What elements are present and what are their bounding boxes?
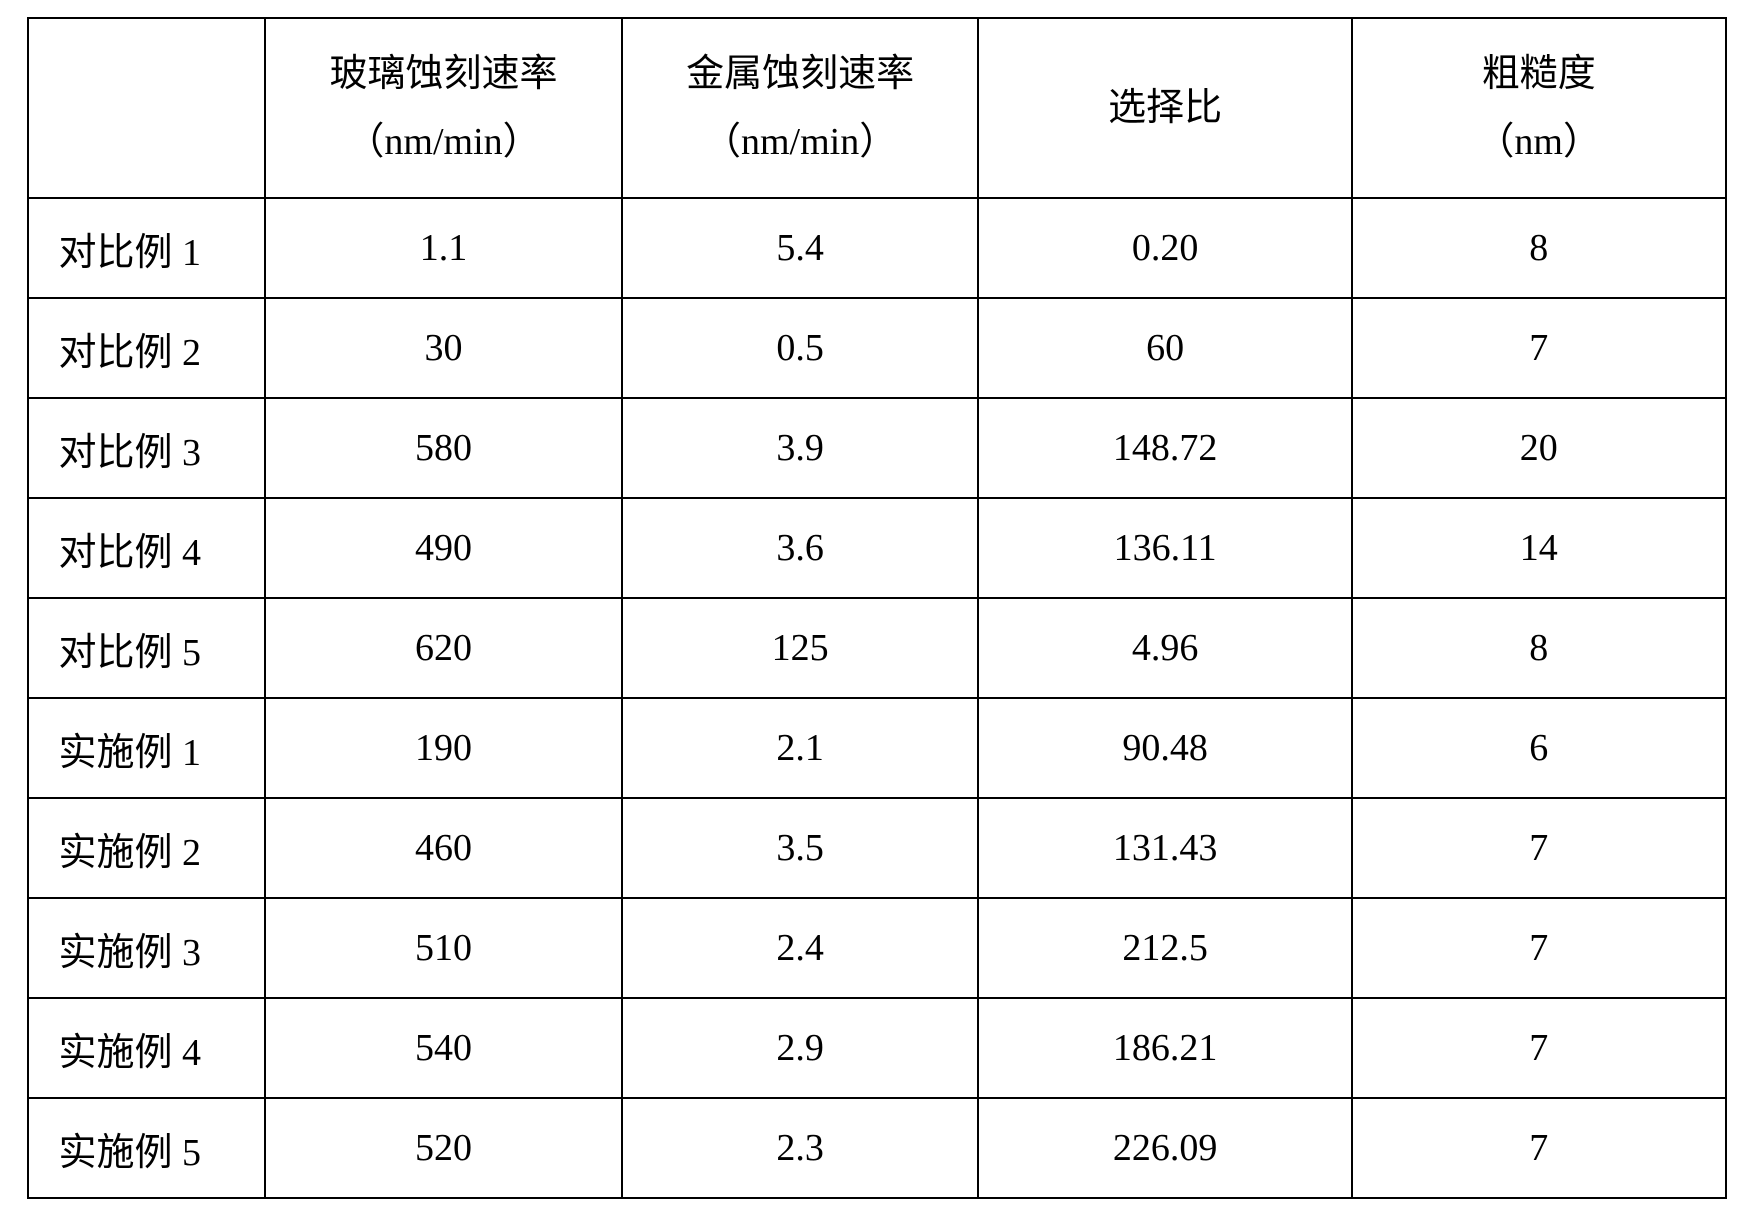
selectivity-cell: 186.21 <box>978 998 1352 1098</box>
roughness-cell: 6 <box>1352 698 1726 798</box>
data-table-container: 玻璃蚀刻速率 （nm/min） 金属蚀刻速率 （nm/min） 选择比 粗糙度 … <box>27 17 1727 1199</box>
glass-rate-cell: 540 <box>265 998 622 1098</box>
metal-rate-cell: 0.5 <box>622 298 979 398</box>
header-glass-rate-line2: （nm/min） <box>276 108 611 176</box>
row-label: 对比例 1 <box>28 198 266 298</box>
selectivity-cell: 212.5 <box>978 898 1352 998</box>
glass-rate-cell: 510 <box>265 898 622 998</box>
selectivity-cell: 148.72 <box>978 398 1352 498</box>
header-roughness-line2: （nm） <box>1363 108 1715 176</box>
row-label: 实施例 2 <box>28 798 266 898</box>
header-metal-rate-line2: （nm/min） <box>633 108 968 176</box>
selectivity-cell: 4.96 <box>978 598 1352 698</box>
roughness-cell: 8 <box>1352 598 1726 698</box>
table-row: 对比例 35803.9148.7220 <box>28 398 1726 498</box>
metal-rate-cell: 2.1 <box>622 698 979 798</box>
glass-rate-cell: 580 <box>265 398 622 498</box>
table-row: 实施例 55202.3226.097 <box>28 1098 1726 1198</box>
glass-rate-cell: 520 <box>265 1098 622 1198</box>
row-label: 实施例 4 <box>28 998 266 1098</box>
metal-rate-cell: 2.9 <box>622 998 979 1098</box>
roughness-cell: 7 <box>1352 798 1726 898</box>
selectivity-cell: 131.43 <box>978 798 1352 898</box>
table-row: 实施例 24603.5131.437 <box>28 798 1726 898</box>
glass-rate-cell: 190 <box>265 698 622 798</box>
header-glass-rate-line1: 玻璃蚀刻速率 <box>276 40 611 108</box>
metal-rate-cell: 3.5 <box>622 798 979 898</box>
table-row: 对比例 11.15.40.208 <box>28 198 1726 298</box>
roughness-cell: 7 <box>1352 298 1726 398</box>
table-row: 对比例 44903.6136.1114 <box>28 498 1726 598</box>
selectivity-cell: 90.48 <box>978 698 1352 798</box>
row-label: 对比例 3 <box>28 398 266 498</box>
header-selectivity-line1: 选择比 <box>989 74 1341 142</box>
selectivity-cell: 136.11 <box>978 498 1352 598</box>
metal-rate-cell: 2.3 <box>622 1098 979 1198</box>
roughness-cell: 8 <box>1352 198 1726 298</box>
metal-rate-cell: 2.4 <box>622 898 979 998</box>
row-label: 实施例 1 <box>28 698 266 798</box>
row-label: 实施例 5 <box>28 1098 266 1198</box>
header-roughness: 粗糙度 （nm） <box>1352 18 1726 198</box>
row-label: 对比例 2 <box>28 298 266 398</box>
row-label: 对比例 4 <box>28 498 266 598</box>
metal-rate-cell: 5.4 <box>622 198 979 298</box>
header-glass-rate: 玻璃蚀刻速率 （nm/min） <box>265 18 622 198</box>
roughness-cell: 20 <box>1352 398 1726 498</box>
table-row: 实施例 45402.9186.217 <box>28 998 1726 1098</box>
selectivity-cell: 226.09 <box>978 1098 1352 1198</box>
glass-rate-cell: 620 <box>265 598 622 698</box>
table-body: 对比例 11.15.40.208对比例 2300.5607对比例 35803.9… <box>28 198 1726 1198</box>
roughness-cell: 7 <box>1352 998 1726 1098</box>
row-label: 对比例 5 <box>28 598 266 698</box>
etching-data-table: 玻璃蚀刻速率 （nm/min） 金属蚀刻速率 （nm/min） 选择比 粗糙度 … <box>27 17 1727 1199</box>
metal-rate-cell: 125 <box>622 598 979 698</box>
glass-rate-cell: 460 <box>265 798 622 898</box>
glass-rate-cell: 30 <box>265 298 622 398</box>
selectivity-cell: 0.20 <box>978 198 1352 298</box>
header-row: 玻璃蚀刻速率 （nm/min） 金属蚀刻速率 （nm/min） 选择比 粗糙度 … <box>28 18 1726 198</box>
roughness-cell: 7 <box>1352 1098 1726 1198</box>
glass-rate-cell: 1.1 <box>265 198 622 298</box>
roughness-cell: 14 <box>1352 498 1726 598</box>
header-empty <box>28 18 266 198</box>
header-selectivity: 选择比 <box>978 18 1352 198</box>
roughness-cell: 7 <box>1352 898 1726 998</box>
row-label: 实施例 3 <box>28 898 266 998</box>
header-roughness-line1: 粗糙度 <box>1363 40 1715 108</box>
metal-rate-cell: 3.9 <box>622 398 979 498</box>
table-row: 对比例 2300.5607 <box>28 298 1726 398</box>
glass-rate-cell: 490 <box>265 498 622 598</box>
table-row: 对比例 56201254.968 <box>28 598 1726 698</box>
selectivity-cell: 60 <box>978 298 1352 398</box>
metal-rate-cell: 3.6 <box>622 498 979 598</box>
table-header: 玻璃蚀刻速率 （nm/min） 金属蚀刻速率 （nm/min） 选择比 粗糙度 … <box>28 18 1726 198</box>
header-metal-rate: 金属蚀刻速率 （nm/min） <box>622 18 979 198</box>
table-row: 实施例 35102.4212.57 <box>28 898 1726 998</box>
header-metal-rate-line1: 金属蚀刻速率 <box>633 40 968 108</box>
table-row: 实施例 11902.190.486 <box>28 698 1726 798</box>
